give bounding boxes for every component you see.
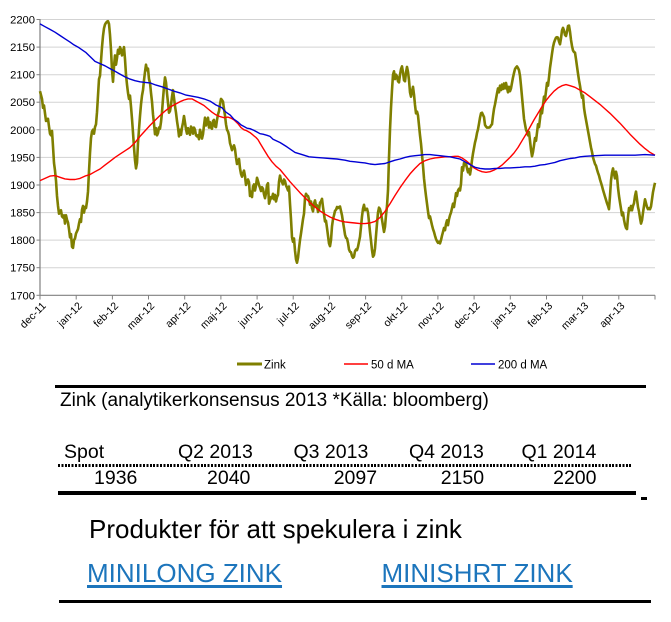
svg-text:1900: 1900 — [10, 180, 35, 192]
svg-text:okt-12: okt-12 — [381, 300, 410, 329]
svg-text:1850: 1850 — [10, 208, 35, 220]
svg-text:1800: 1800 — [10, 235, 35, 247]
svg-text:200 d MA: 200 d MA — [498, 360, 548, 372]
svg-text:Zink: Zink — [264, 360, 286, 372]
svg-text:mar-12: mar-12 — [125, 300, 157, 332]
svg-text:dec-12: dec-12 — [451, 300, 482, 331]
svg-text:2200: 2200 — [10, 15, 35, 27]
svg-text:mar-13: mar-13 — [559, 300, 591, 332]
svg-text:feb-12: feb-12 — [91, 300, 121, 330]
svg-text:jun-12: jun-12 — [236, 300, 266, 330]
svg-text:jul-12: jul-12 — [274, 300, 302, 328]
svg-text:sep-12: sep-12 — [343, 300, 374, 331]
svg-text:aug-12: aug-12 — [306, 300, 338, 332]
svg-text:jan-12: jan-12 — [55, 300, 85, 330]
svg-text:apr-13: apr-13 — [597, 300, 627, 330]
svg-text:50 d MA: 50 d MA — [371, 360, 414, 372]
svg-text:1950: 1950 — [10, 152, 35, 164]
svg-text:1700: 1700 — [10, 290, 35, 302]
svg-text:dec-11: dec-11 — [18, 300, 49, 331]
svg-text:jan-13: jan-13 — [489, 300, 519, 330]
svg-text:maj-12: maj-12 — [198, 300, 229, 331]
svg-text:2100: 2100 — [10, 70, 35, 82]
svg-text:1750: 1750 — [10, 263, 35, 275]
svg-text:nov-12: nov-12 — [415, 300, 446, 331]
svg-text:2150: 2150 — [10, 42, 35, 54]
svg-text:2000: 2000 — [10, 125, 35, 137]
svg-text:feb-13: feb-13 — [525, 300, 555, 330]
svg-text:2050: 2050 — [10, 97, 35, 109]
svg-text:apr-12: apr-12 — [163, 300, 193, 330]
